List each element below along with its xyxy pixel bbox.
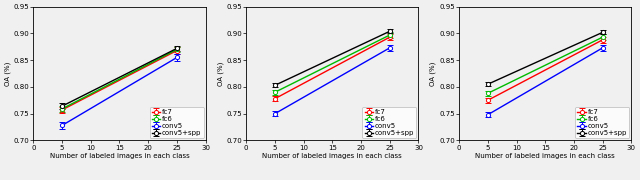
Legend: fc7, fc6, conv5, conv5+spp: fc7, fc6, conv5, conv5+spp (150, 107, 204, 138)
X-axis label: Number of labeled images in each class: Number of labeled images in each class (476, 153, 615, 159)
X-axis label: Number of labeled images in each class: Number of labeled images in each class (50, 153, 189, 159)
Legend: fc7, fc6, conv5, conv5+spp: fc7, fc6, conv5, conv5+spp (575, 107, 629, 138)
Legend: fc7, fc6, conv5, conv5+spp: fc7, fc6, conv5, conv5+spp (362, 107, 417, 138)
Y-axis label: OA (%): OA (%) (217, 61, 223, 86)
Y-axis label: OA (%): OA (%) (4, 61, 11, 86)
Y-axis label: OA (%): OA (%) (430, 61, 436, 86)
X-axis label: Number of labeled images in each class: Number of labeled images in each class (262, 153, 402, 159)
